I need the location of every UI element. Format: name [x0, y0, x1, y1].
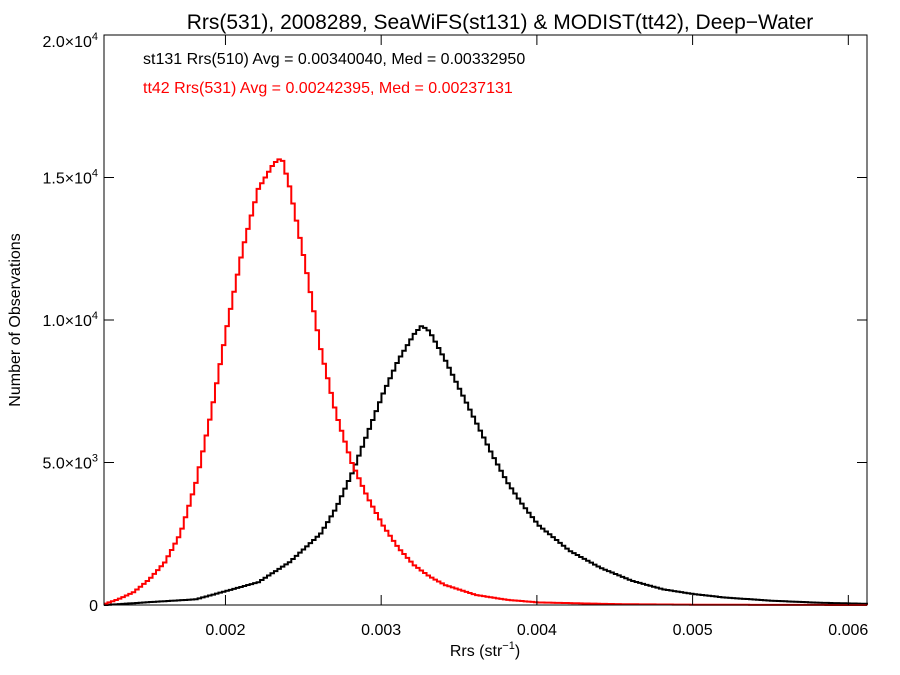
- annotation-tt42-stats: tt42 Rrs(531) Avg = 0.00242395, Med = 0.…: [143, 80, 513, 97]
- x-tick-label: 0.002: [205, 622, 245, 639]
- y-tick-label-exponent: 4: [92, 310, 98, 322]
- y-tick-label-mantissa: 5.0×10: [42, 456, 91, 473]
- y-tick-label-mantissa: 0: [89, 598, 98, 615]
- series-st131-line: [104, 325, 868, 606]
- x-axis-label-exponent: −1: [502, 640, 515, 652]
- y-tick-label: 2.0×104: [42, 31, 98, 51]
- series-tt42-line: [104, 158, 868, 606]
- y-tick-label-mantissa: 2.0×10: [42, 34, 91, 51]
- x-axis-label-main: Rrs (str: [450, 643, 503, 660]
- x-axis-label: Rrs (str−1): [450, 640, 520, 660]
- y-tick-label: 0: [89, 598, 98, 615]
- y-axis-label: Number of Observations: [7, 233, 24, 406]
- y-tick-label: 1.5×104: [42, 168, 98, 188]
- x-tick-label: 0.006: [828, 622, 868, 639]
- x-tick-label: 0.005: [673, 622, 713, 639]
- chart-title: Rrs(531), 2008289, SeaWiFS(st131) & MODI…: [187, 11, 814, 34]
- y-tick-label-mantissa: 1.0×10: [42, 313, 91, 330]
- y-tick-label-exponent: 4: [92, 31, 98, 43]
- y-tick-label: 5.0×103: [42, 453, 98, 473]
- x-tick-label: 0.004: [517, 622, 557, 639]
- plot-frame: [103, 34, 868, 606]
- x-axis: 0.002 0.003 0.004 0.005 0.006: [205, 35, 868, 639]
- x-tick-label: 0.003: [361, 622, 401, 639]
- x-axis-label-suffix: ): [515, 643, 520, 660]
- series-layer: [104, 158, 868, 606]
- annotation-st131-stats: st131 Rrs(510) Avg = 0.00340040, Med = 0…: [143, 51, 525, 68]
- y-tick-label-exponent: 3: [92, 453, 98, 465]
- y-tick-label-exponent: 4: [92, 168, 98, 180]
- y-tick-label: 1.0×104: [42, 310, 98, 330]
- y-tick-label-mantissa: 1.5×10: [42, 171, 91, 188]
